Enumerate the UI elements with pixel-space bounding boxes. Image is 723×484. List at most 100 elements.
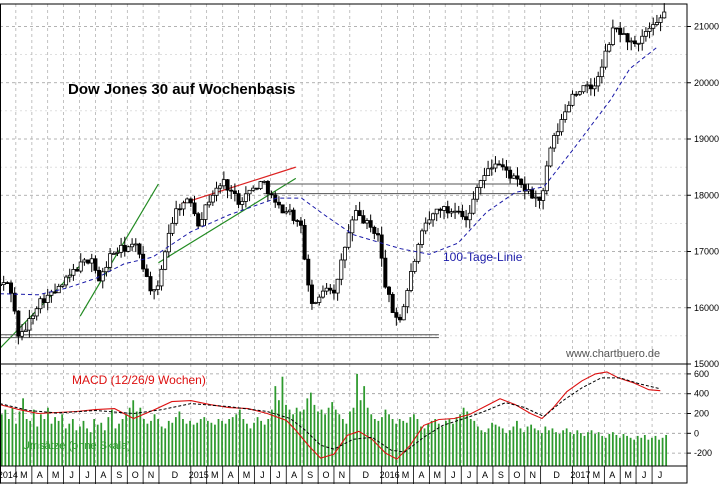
price-tick-label: 18000 [694,190,719,200]
candle-body [104,266,109,273]
candle-body [390,294,395,313]
candle-body [236,193,241,205]
macd-tick-label: -200 [694,448,712,458]
candle-body [170,222,175,234]
candle-body [331,289,336,294]
candle-body [247,189,252,195]
candle-body [166,232,171,253]
macd-line [0,371,661,460]
candle-body [181,202,186,210]
candle-body [97,269,102,282]
candle-body [599,66,604,78]
candle-body [398,316,403,321]
candle-body [148,276,153,292]
x-tick-label: 2016 [380,470,400,480]
candle-body [453,210,458,213]
x-tick-label: M [624,470,632,480]
candle-body [42,298,47,303]
candle-body [467,212,472,221]
channel-trendline [158,177,297,264]
candle-body [654,22,659,25]
candle-body [144,268,149,277]
candle-body [265,180,270,195]
candle-body [243,193,248,202]
candle-body [320,290,325,298]
trend-lines [0,166,548,349]
watermark: www.chartbuero.de [565,348,660,360]
macd-tick-label: 400 [694,389,709,399]
x-tick-label: N [339,470,346,480]
candle-body [548,147,553,167]
candle-body [5,282,10,285]
x-tick-label: A [228,470,234,480]
candle-body [364,220,369,224]
candle-body [442,206,447,211]
candle-body [203,204,208,220]
macd-tick-label: 600 [694,369,709,379]
candle-body [585,84,590,87]
x-tick-label: M [52,470,60,480]
x-tick-label: 2015 [189,470,209,480]
candle-body [23,329,28,333]
ma-label: 100-Tage-Linie [443,250,523,264]
candle-body [75,269,80,272]
x-tick-label: M [243,470,251,480]
x-tick-label: A [37,470,43,480]
macd-tick-label: 200 [694,409,709,419]
moving-average-line [0,45,659,296]
candle-body [409,271,414,291]
candle-body [544,165,549,192]
x-tick-label: J [467,470,472,480]
candle-body [280,204,285,214]
candle-body [185,198,190,204]
candle-body [335,278,340,294]
candle-body [434,208,439,215]
candle-body [486,168,491,176]
candle-body [27,318,32,331]
candle-body [108,253,113,268]
x-tick-label: N [529,470,536,480]
candle-body [86,259,91,264]
candle-body [306,258,311,286]
x-tick-label: A [291,470,297,480]
x-tick-label: 2014 [0,470,18,480]
x-tick-label: M [20,470,28,480]
candle-body [438,208,443,211]
candle-body [295,220,300,222]
candle-body [152,289,157,292]
macd-label: MACD (12/26/9 Wochen) [72,373,206,387]
x-tick-label: J [658,470,663,480]
candle-body [508,169,513,179]
candle-body [555,131,560,136]
candle-body [596,76,601,87]
candle-body [577,91,582,95]
candle-body [394,312,399,318]
candle-body [541,190,546,201]
candle-body [515,175,520,180]
candle-body [416,244,421,262]
candle-body [210,194,215,203]
candle-body [34,308,39,317]
x-tick-label: J [260,470,265,480]
candle-body [78,261,83,272]
price-tick-label: 16000 [694,303,719,313]
candle-body [566,104,571,113]
candle-body [350,219,355,234]
candle-body [420,230,425,245]
x-tick-label: J [276,470,281,480]
candlesticks [0,3,667,345]
x-tick-label: A [100,470,106,480]
candle-body [346,232,351,248]
candle-body [82,259,87,263]
candle-body [287,209,292,213]
candle-body [317,296,322,303]
candle-body [122,244,127,252]
candle-body [221,179,226,187]
candle-body [574,93,579,96]
candle-body [302,224,307,260]
candle-body [632,40,637,45]
candle-body [552,135,557,149]
candle-body [493,163,498,169]
candle-body [298,220,303,226]
